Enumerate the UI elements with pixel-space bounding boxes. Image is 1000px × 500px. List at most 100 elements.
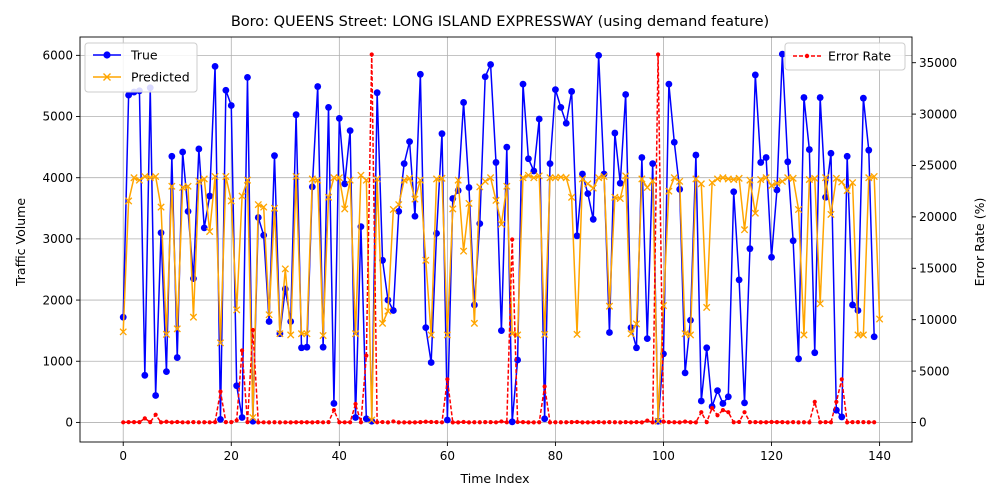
data-point (638, 175, 646, 183)
data-point (325, 103, 332, 111)
data-point (784, 158, 792, 166)
data-point (288, 420, 293, 425)
y-tick-label: 0 (65, 416, 73, 430)
y2-tick-label: 25000 (919, 159, 957, 173)
y-tick-label: 2000 (42, 293, 73, 307)
data-point (632, 320, 641, 328)
data-point (713, 175, 722, 183)
data-point (131, 420, 137, 425)
series-line (122, 53, 875, 423)
data-point (169, 420, 174, 425)
data-point (229, 420, 234, 425)
data-point (465, 199, 473, 208)
data-point (589, 215, 597, 223)
data-point (672, 420, 677, 425)
data-point (380, 419, 385, 425)
data-point (746, 176, 754, 184)
data-point (600, 170, 608, 178)
data-point (319, 343, 327, 351)
data-point (207, 420, 212, 425)
legend-predicted-label: Predicted (131, 70, 190, 85)
data-point (141, 172, 149, 181)
data-point (865, 146, 873, 154)
data-point (650, 420, 655, 425)
data-point (573, 330, 581, 338)
data-point (369, 52, 374, 57)
data-point (580, 420, 585, 425)
data-point (611, 129, 619, 137)
data-point (508, 418, 516, 426)
data-point (137, 420, 142, 425)
y-axis-label: Traffic Volume (13, 198, 28, 287)
data-point (211, 172, 219, 181)
data-point (391, 419, 396, 424)
data-point (811, 349, 819, 357)
data-point (546, 174, 554, 182)
data-point (579, 170, 586, 178)
data-point (266, 420, 272, 425)
legend-right: Error Rate (784, 42, 906, 71)
data-point (362, 176, 370, 184)
data-point (178, 183, 187, 192)
data-point (445, 377, 450, 382)
data-point (794, 205, 803, 214)
data-point (720, 408, 726, 413)
data-point (368, 416, 376, 424)
data-point (292, 111, 300, 119)
x-axis-ticks: 0 20 40 60 80 100 120 140 (119, 442, 891, 463)
data-point (552, 86, 559, 94)
data-point (854, 331, 862, 339)
data-point (666, 420, 671, 425)
data-point (531, 420, 536, 425)
data-point (395, 207, 403, 215)
data-point (389, 307, 397, 314)
data-point (645, 418, 650, 423)
data-point (611, 193, 619, 201)
data-point (303, 330, 311, 338)
data-point (737, 419, 742, 425)
data-point (222, 172, 230, 181)
data-point (585, 420, 590, 425)
data-point (812, 399, 817, 405)
data-point (843, 152, 851, 160)
legend-predicted-marker (103, 73, 111, 81)
data-point (406, 138, 413, 146)
data-point (265, 318, 273, 325)
data-point (304, 420, 310, 425)
data-point (497, 220, 506, 228)
chart-title: Boro: QUEENS Street: LONG ISLAND EXPRESS… (231, 14, 769, 30)
data-point (250, 327, 255, 333)
data-point (811, 174, 819, 182)
data-point (476, 220, 484, 227)
data-point (411, 212, 419, 220)
data-point (261, 420, 266, 425)
data-point (584, 190, 592, 198)
data-point (778, 50, 786, 58)
grid (80, 37, 912, 442)
data-point (416, 70, 424, 78)
data-point (607, 420, 612, 425)
data-point (493, 420, 499, 425)
data-point (157, 203, 165, 211)
data-point (239, 348, 245, 353)
data-point (195, 145, 203, 153)
data-point (854, 307, 862, 314)
data-point (341, 205, 349, 213)
data-point (594, 174, 603, 182)
data-point (768, 253, 775, 261)
data-point (569, 420, 574, 425)
data-point (524, 171, 533, 179)
data-point (503, 182, 511, 190)
data-point (164, 419, 169, 424)
data-point (677, 420, 682, 425)
data-point (827, 149, 835, 157)
data-point (735, 276, 743, 284)
data-point (303, 343, 311, 351)
data-point (535, 115, 543, 123)
data-point (353, 401, 358, 407)
data-point (439, 420, 445, 425)
data-point (553, 420, 558, 425)
data-point (731, 420, 736, 425)
x-tick-label: 40 (332, 449, 347, 463)
x-tick-label: 80 (548, 449, 563, 463)
